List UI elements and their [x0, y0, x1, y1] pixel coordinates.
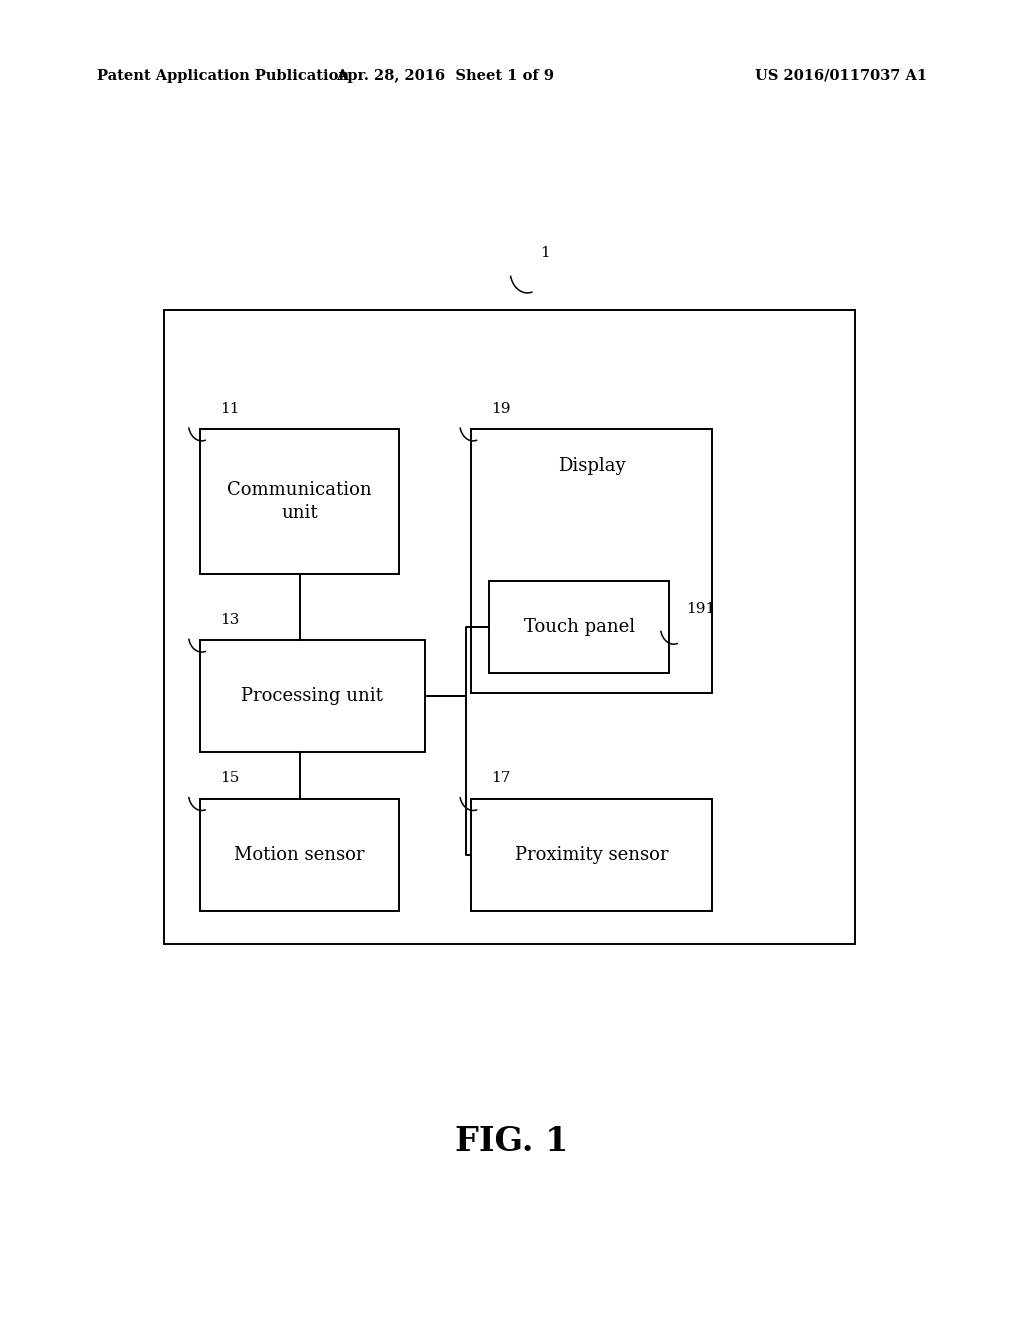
Text: 11: 11: [220, 401, 240, 416]
Text: FIG. 1: FIG. 1: [456, 1125, 568, 1159]
Text: Processing unit: Processing unit: [242, 688, 383, 705]
Bar: [200, 799, 399, 911]
Text: Display: Display: [557, 457, 626, 475]
Bar: [489, 581, 669, 673]
Bar: [471, 799, 712, 911]
Text: Apr. 28, 2016  Sheet 1 of 9: Apr. 28, 2016 Sheet 1 of 9: [337, 69, 554, 83]
Text: 15: 15: [220, 771, 240, 785]
Text: Motion sensor: Motion sensor: [234, 846, 365, 863]
Text: 17: 17: [492, 771, 511, 785]
Bar: [200, 640, 425, 752]
Bar: [164, 310, 855, 944]
Text: 191: 191: [686, 602, 716, 616]
Text: US 2016/0117037 A1: US 2016/0117037 A1: [755, 69, 927, 83]
Text: Patent Application Publication: Patent Application Publication: [97, 69, 349, 83]
Bar: [200, 429, 399, 574]
Text: Touch panel: Touch panel: [523, 618, 635, 636]
Text: Proximity sensor: Proximity sensor: [515, 846, 668, 863]
Text: 1: 1: [540, 246, 550, 260]
Text: 19: 19: [492, 401, 511, 416]
Bar: [471, 429, 712, 693]
Text: Communication
unit: Communication unit: [227, 480, 372, 523]
Text: 13: 13: [220, 612, 240, 627]
